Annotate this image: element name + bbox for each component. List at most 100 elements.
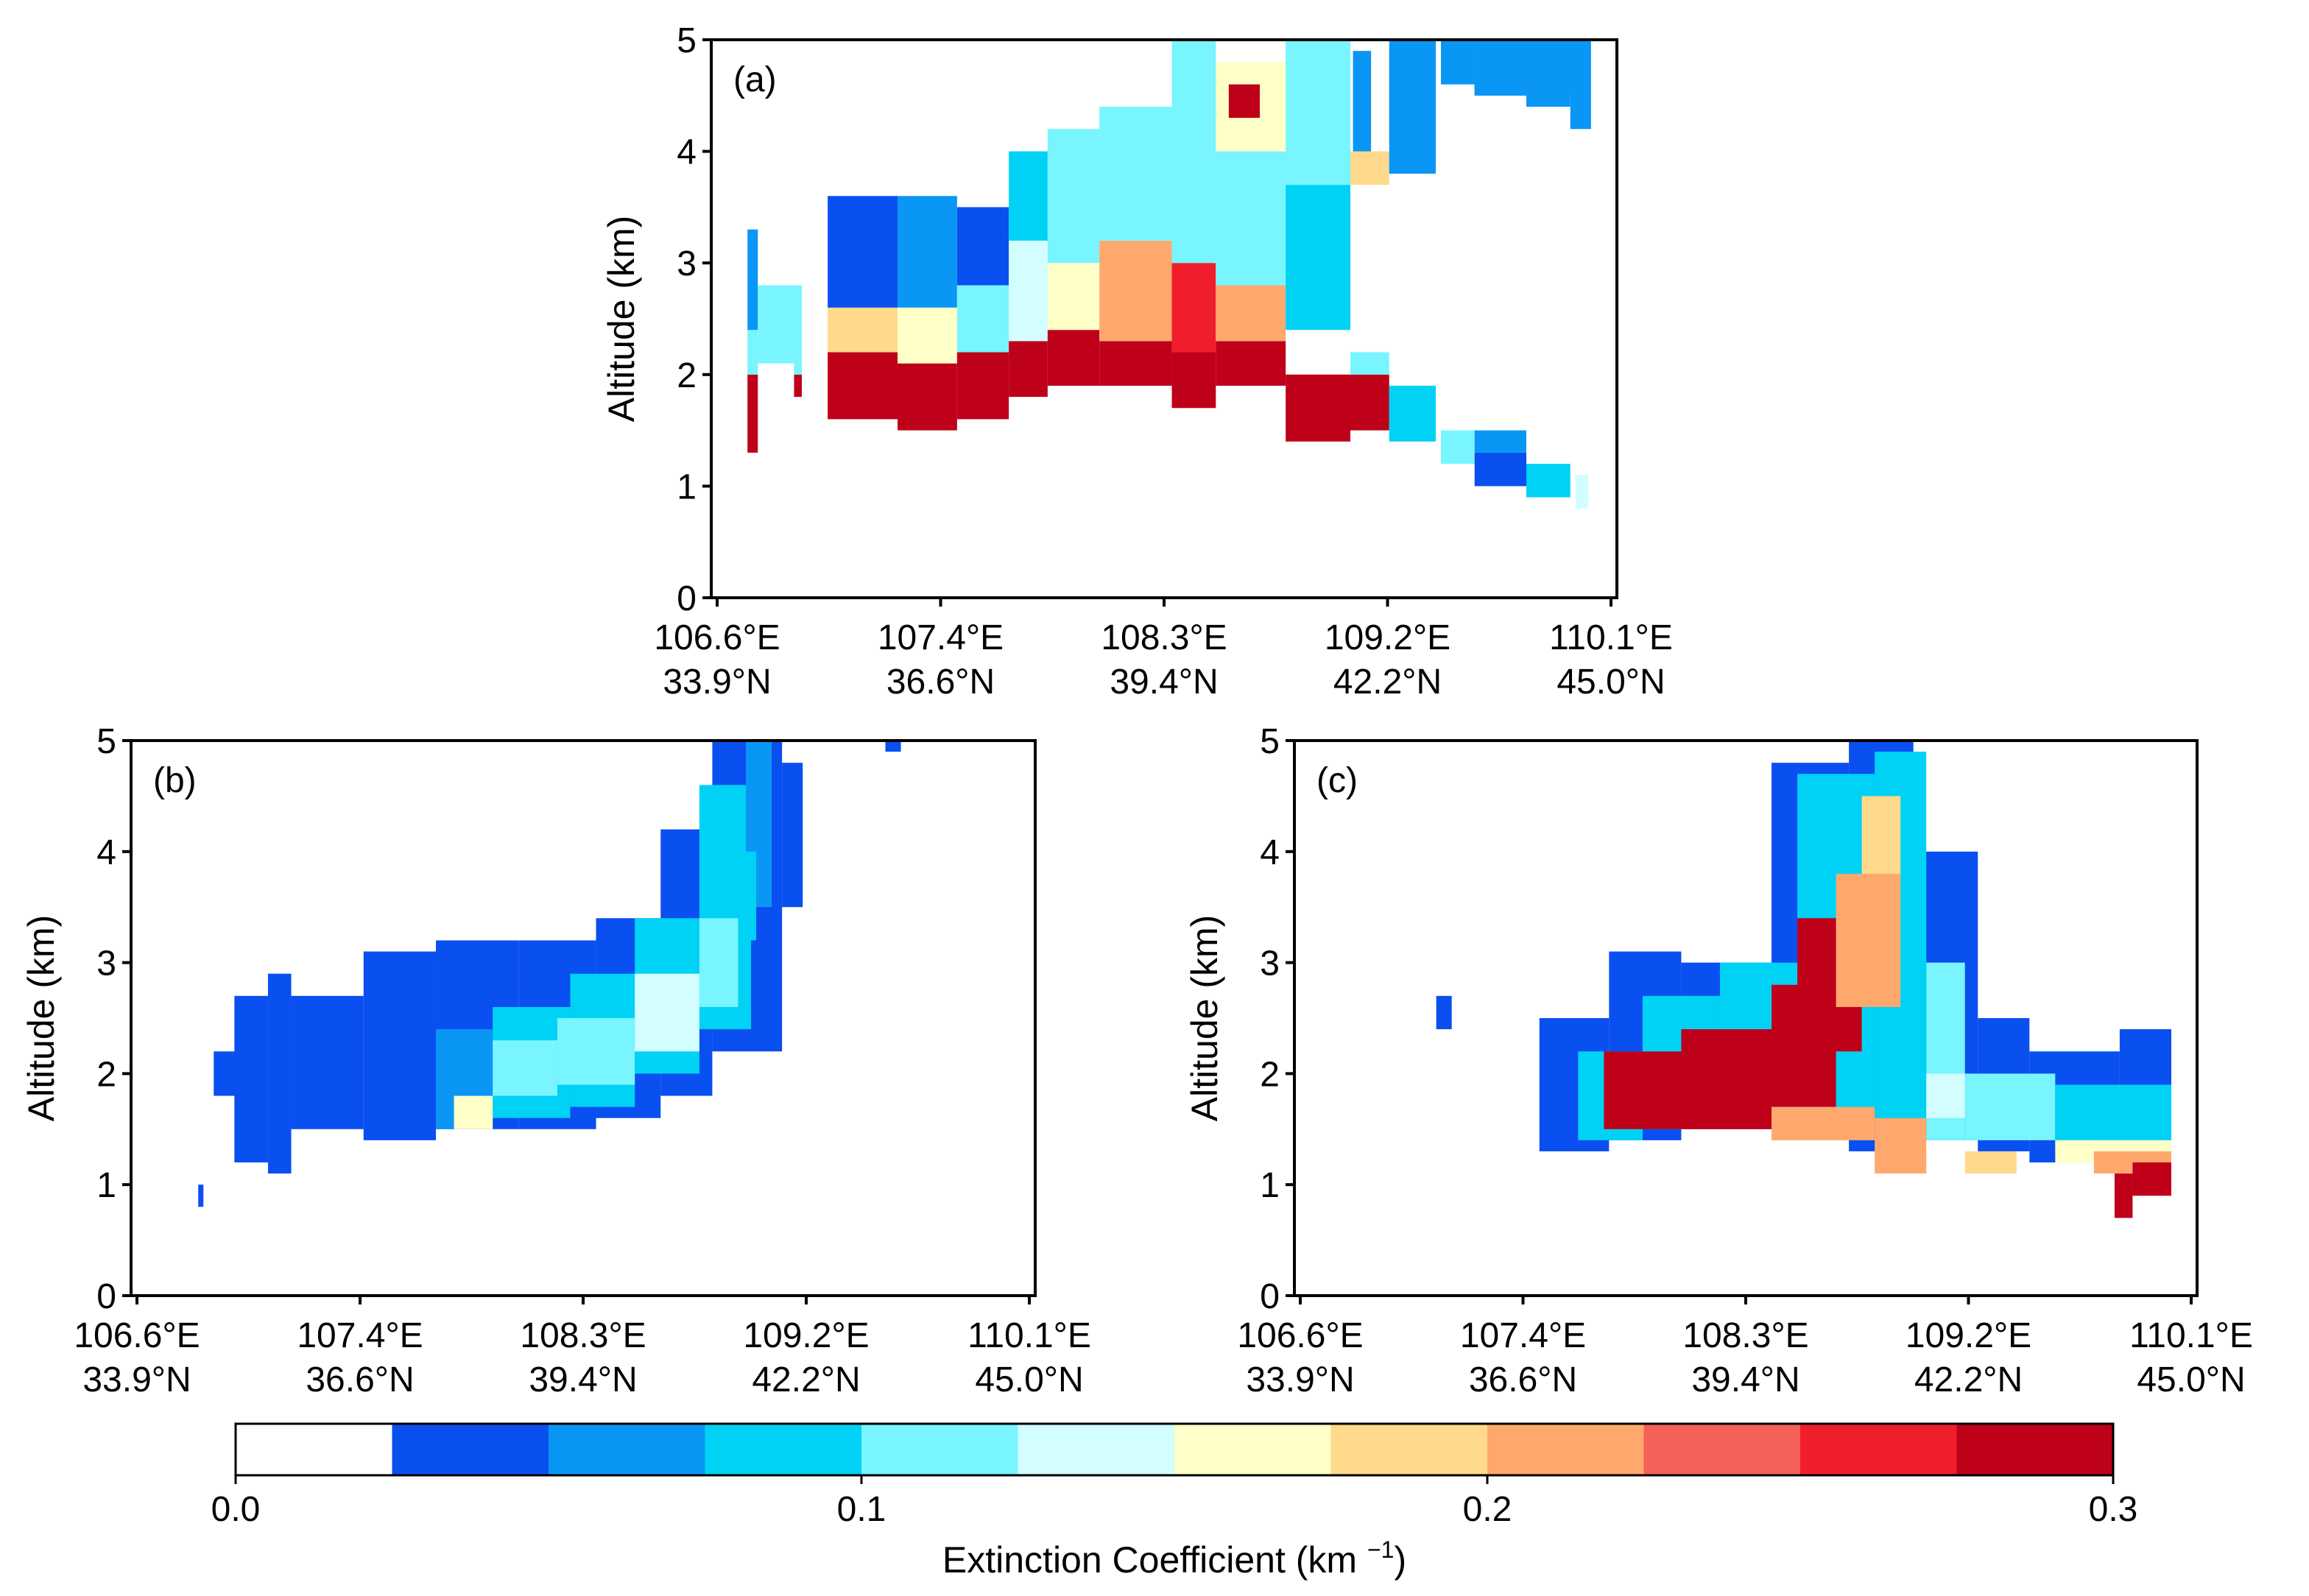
- extinction-cell: [956, 285, 1009, 353]
- extinction-cell: [1047, 330, 1100, 386]
- x-tick-lat: 42.2°N: [1914, 1360, 2023, 1399]
- extinction-cell: [1389, 385, 1436, 442]
- y-tick-label: 0: [677, 579, 697, 618]
- panel-b-x-ticks: 106.6°E 33.9°N 107.4°E 36.6°N 108.3°E 39.4°…: [74, 1296, 1091, 1399]
- panel-a-x-ticks: 106.6°E 33.9°N 107.4°E 36.6°N 108.3°E 39.4°…: [654, 598, 1673, 702]
- extinction-cell: [1216, 285, 1286, 342]
- extinction-cell: [1047, 263, 1100, 331]
- x-tick-lat: 42.2°N: [752, 1360, 860, 1399]
- extinction-cell: [1350, 151, 1389, 186]
- extinction-cell: [1474, 452, 1526, 487]
- extinction-cell: [647, 1006, 687, 1041]
- extinction-cell: [1047, 129, 1100, 264]
- x-tick-lat: 36.6°N: [1469, 1360, 1577, 1399]
- y-tick-label: 1: [677, 467, 697, 506]
- colorbar-swatch: [1800, 1424, 1957, 1475]
- x-tick-lat: 36.6°N: [886, 663, 995, 702]
- extinction-cell: [2132, 1162, 2171, 1196]
- extinction-cell: [1171, 352, 1216, 409]
- y-tick-label: 1: [1260, 1166, 1280, 1205]
- colorbar: 0.0 0.1 0.2 0.3 Extinction Coefficient (…: [211, 1422, 2137, 1581]
- extinction-cell: [828, 307, 898, 353]
- extinction-cell: [898, 307, 957, 364]
- x-tick-lon: 107.4°E: [878, 618, 1004, 657]
- colorbar-tick-label: 0.2: [1463, 1490, 1512, 1529]
- extinction-cell: [1216, 151, 1286, 286]
- extinction-cell: [758, 285, 794, 364]
- colorbar-swatch: [1487, 1424, 1644, 1475]
- extinction-cell: [747, 330, 758, 375]
- extinction-cell: [1926, 1073, 1965, 1118]
- extinction-cell: [1171, 263, 1216, 353]
- x-tick-lat: 45.0°N: [1557, 663, 1665, 702]
- extinction-cell: [1009, 240, 1048, 342]
- colorbar-swatch: [1330, 1424, 1488, 1475]
- panel-a-y-axis-label: Altitude (km): [601, 216, 642, 423]
- extinction-cell: [291, 995, 364, 1129]
- x-tick-lon: 110.1°E: [967, 1316, 1091, 1355]
- extinction-cell: [1436, 995, 1452, 1030]
- extinction-cell: [1474, 40, 1579, 96]
- panel-a-cells: [747, 40, 1591, 509]
- y-tick-label: 0: [96, 1277, 116, 1316]
- extinction-cell: [828, 196, 898, 308]
- extinction-cell: [1575, 475, 1589, 509]
- x-tick-lon: 109.2°E: [1906, 1316, 2031, 1355]
- extinction-cell: [1604, 1051, 1682, 1129]
- extinction-cell: [2114, 1173, 2133, 1218]
- x-tick-lon: 107.4°E: [297, 1316, 423, 1355]
- y-tick-label: 4: [1260, 833, 1280, 872]
- colorbar-frame: [234, 1422, 2115, 1477]
- panel-c-y-axis-label: Altitude (km): [1184, 915, 1225, 1122]
- colorbar-swatch: [549, 1424, 705, 1475]
- extinction-cell: [898, 196, 957, 308]
- y-tick-label: 4: [96, 833, 116, 872]
- extinction-cell: [1009, 341, 1048, 398]
- y-tick-label: 5: [96, 722, 116, 761]
- y-tick-label: 4: [677, 133, 697, 172]
- extinction-cell: [747, 229, 758, 331]
- colorbar-tick-label: 0.0: [211, 1490, 261, 1529]
- extinction-cell: [267, 973, 292, 1174]
- colorbar-swatch: [705, 1424, 862, 1475]
- extinction-cell: [1286, 374, 1351, 442]
- extinction-cell: [1353, 51, 1372, 152]
- x-tick-lat: 33.9°N: [663, 663, 771, 702]
- extinction-cell: [454, 1095, 493, 1129]
- extinction-cell: [1171, 40, 1216, 264]
- panel-c-x-ticks: 106.6°E 33.9°N 107.4°E 36.6°N 108.3°E 39.4°…: [1237, 1296, 2253, 1399]
- extinction-cell: [1474, 430, 1526, 453]
- extinction-cell: [794, 285, 802, 375]
- x-tick-lon: 109.2°E: [743, 1316, 869, 1355]
- extinction-cell: [1441, 40, 1475, 85]
- extinction-cell: [898, 363, 957, 431]
- colorbar-swatch: [236, 1424, 392, 1475]
- extinction-cell: [885, 741, 901, 752]
- x-tick-lat: 36.6°N: [306, 1360, 414, 1399]
- extinction-cell: [1964, 1151, 2017, 1174]
- extinction-cell: [493, 1040, 557, 1096]
- extinction-cell: [1286, 185, 1351, 331]
- colorbar-swatches: [236, 1424, 2114, 1475]
- extinction-cell: [1441, 430, 1475, 465]
- panel-a-y-ticks: 0 1 2 3 4 5: [677, 21, 711, 618]
- x-tick-lat: 39.4°N: [529, 1360, 637, 1399]
- x-tick-lat: 39.4°N: [1110, 663, 1218, 702]
- colorbar-swatch: [1643, 1424, 1801, 1475]
- extinction-cell: [1099, 240, 1172, 342]
- x-tick-lon: 108.3°E: [520, 1316, 646, 1355]
- extinction-cell: [1681, 1029, 1772, 1129]
- extinction-cell: [1772, 1106, 1875, 1140]
- x-tick-lat: 45.0°N: [975, 1360, 1083, 1399]
- colorbar-swatch: [861, 1424, 1018, 1475]
- x-tick-lat: 42.2°N: [1333, 663, 1442, 702]
- extinction-cell: [956, 352, 1009, 420]
- y-tick-label: 1: [96, 1166, 116, 1205]
- panel-b-y-ticks: 0 1 2 3 4 5: [96, 722, 131, 1316]
- y-tick-label: 2: [677, 356, 697, 395]
- colorbar-swatch: [1956, 1424, 2114, 1475]
- y-tick-label: 5: [1260, 722, 1280, 761]
- colorbar-label: Extinction Coefficient (km −1): [942, 1536, 1406, 1581]
- extinction-cell: [699, 918, 738, 1007]
- x-tick-lon: 108.3°E: [1101, 618, 1227, 657]
